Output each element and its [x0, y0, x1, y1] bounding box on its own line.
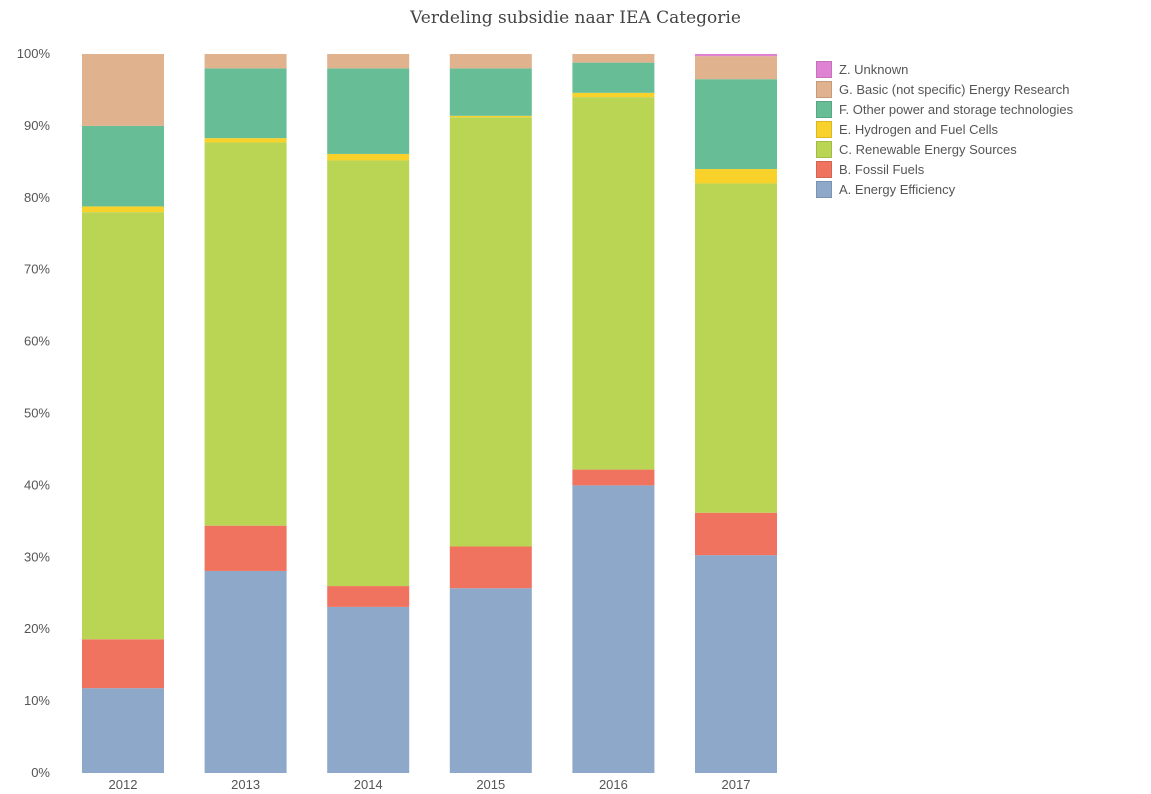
bar-segment-f-other-power-and-storage-technologies[interactable] — [572, 62, 655, 93]
bar-segment-f-other-power-and-storage-technologies[interactable] — [327, 68, 410, 154]
bar-segment-z-unknown[interactable] — [695, 54, 777, 57]
bars — [82, 54, 777, 773]
legend-swatch — [816, 100, 832, 118]
y-tick-label: 20% — [24, 621, 50, 636]
bar-segment-a-energy-efficiency[interactable] — [449, 588, 532, 773]
legend-label: B. Fossil Fuels — [839, 161, 925, 177]
y-tick-label: 60% — [24, 334, 50, 349]
y-tick-label: 50% — [24, 406, 50, 421]
legend-item[interactable]: A. Energy Efficiency — [816, 179, 1073, 199]
bar-stack-2017 — [695, 54, 777, 773]
x-tick-label: 2014 — [354, 777, 383, 792]
bar-segment-a-energy-efficiency[interactable] — [327, 606, 410, 773]
x-axis: 2012 2013 2014 2015 2016 2017 — [109, 777, 751, 792]
legend-swatch — [816, 80, 832, 98]
bar-segment-e-hydrogen-and-fuel-cells[interactable] — [572, 92, 655, 98]
bar-segment-b-fossil-fuels[interactable] — [204, 525, 287, 571]
legend-swatch — [816, 140, 832, 158]
bar-segment-e-hydrogen-and-fuel-cells[interactable] — [449, 115, 532, 118]
y-tick-label: 40% — [24, 477, 50, 492]
legend-item[interactable]: F. Other power and storage technologies — [816, 99, 1073, 119]
bar-segment-g-basic-not-specific-energy-research[interactable] — [327, 54, 410, 69]
legend-swatch — [816, 60, 832, 78]
bar-segment-c-renewable-energy-sources[interactable] — [695, 183, 777, 513]
legend-item[interactable]: Z. Unknown — [816, 59, 1073, 79]
legend-label: Z. Unknown — [839, 61, 909, 77]
bar-segment-g-basic-not-specific-energy-research[interactable] — [449, 54, 532, 69]
legend-swatch — [816, 180, 832, 198]
bar-segment-f-other-power-and-storage-technologies[interactable] — [695, 79, 777, 170]
bar-stack-2016 — [572, 54, 655, 773]
bar-segment-f-other-power-and-storage-technologies[interactable] — [82, 125, 164, 207]
x-tick-label: 2017 — [722, 777, 751, 792]
bar-segment-b-fossil-fuels[interactable] — [572, 469, 655, 486]
y-tick-label: 0% — [31, 765, 50, 780]
x-tick-label: 2012 — [109, 777, 138, 792]
legend-label: A. Energy Efficiency — [839, 181, 956, 197]
x-tick-label: 2016 — [599, 777, 628, 792]
y-axis: 0% 10% 20% 30% 40% 50% 60% 70% 80% 90% 100% — [17, 46, 51, 780]
bar-segment-f-other-power-and-storage-technologies[interactable] — [449, 68, 532, 116]
legend-item[interactable]: C. Renewable Energy Sources — [816, 139, 1073, 159]
legend-label: C. Renewable Energy Sources — [839, 141, 1017, 157]
bar-segment-a-energy-efficiency[interactable] — [695, 555, 777, 773]
bar-segment-a-energy-efficiency[interactable] — [204, 570, 287, 773]
bar-stack-2013 — [204, 54, 287, 773]
bar-stack-2014 — [327, 54, 410, 773]
legend-swatch — [816, 120, 832, 138]
legend-item[interactable]: E. Hydrogen and Fuel Cells — [816, 119, 1073, 139]
bar-segment-f-other-power-and-storage-technologies[interactable] — [204, 68, 287, 139]
bar-segment-g-basic-not-specific-energy-research[interactable] — [82, 54, 164, 126]
bar-segment-a-energy-efficiency[interactable] — [82, 688, 164, 773]
bar-segment-g-basic-not-specific-energy-research[interactable] — [572, 54, 655, 63]
y-tick-label: 70% — [24, 262, 50, 277]
legend-item[interactable]: G. Basic (not specific) Energy Research — [816, 79, 1073, 99]
legend: Z. Unknown G. Basic (not specific) Energy… — [816, 59, 1073, 199]
x-tick-label: 2013 — [231, 777, 260, 792]
legend-swatch — [816, 160, 832, 178]
chart-title: Verdeling subsidie naar IEA Categorie — [410, 8, 741, 28]
stacked-bar-chart: 0%10%20%30%40%50%60%70%80%90%100% 2012 20… — [17, 46, 777, 792]
bar-stack-2012 — [82, 54, 164, 773]
bar-segment-a-energy-efficiency[interactable] — [572, 485, 655, 773]
bar-segment-c-renewable-energy-sources[interactable] — [572, 97, 655, 470]
y-tick-label: 80% — [24, 190, 50, 205]
x-tick-label: 2015 — [476, 777, 505, 792]
bar-segment-g-basic-not-specific-energy-research[interactable] — [204, 54, 287, 69]
bar-segment-b-fossil-fuels[interactable] — [327, 586, 410, 607]
bar-segment-b-fossil-fuels[interactable] — [695, 512, 777, 556]
bar-segment-c-renewable-energy-sources[interactable] — [82, 212, 164, 640]
bar-segment-e-hydrogen-and-fuel-cells[interactable] — [695, 169, 777, 184]
legend-label: E. Hydrogen and Fuel Cells — [839, 121, 998, 137]
legend-item[interactable]: B. Fossil Fuels — [816, 159, 1073, 179]
legend-label: G. Basic (not specific) Energy Research — [839, 81, 1070, 97]
bar-segment-e-hydrogen-and-fuel-cells[interactable] — [82, 206, 164, 213]
legend-label: F. Other power and storage technologies — [839, 101, 1074, 117]
y-tick-label: 30% — [24, 549, 50, 564]
bar-segment-e-hydrogen-and-fuel-cells[interactable] — [327, 153, 410, 161]
bar-segment-c-renewable-energy-sources[interactable] — [449, 117, 532, 547]
bar-stack-2015 — [449, 54, 532, 773]
bar-segment-g-basic-not-specific-energy-research[interactable] — [695, 56, 777, 80]
bar-segment-c-renewable-energy-sources[interactable] — [327, 160, 410, 587]
y-tick-label: 100% — [17, 46, 51, 61]
bar-segment-c-renewable-energy-sources[interactable] — [204, 142, 287, 526]
bar-segment-b-fossil-fuels[interactable] — [449, 546, 532, 589]
bar-segment-e-hydrogen-and-fuel-cells[interactable] — [204, 138, 287, 143]
y-tick-label: 90% — [24, 118, 50, 133]
bar-segment-b-fossil-fuels[interactable] — [82, 639, 164, 689]
y-tick-label: 10% — [24, 693, 50, 708]
